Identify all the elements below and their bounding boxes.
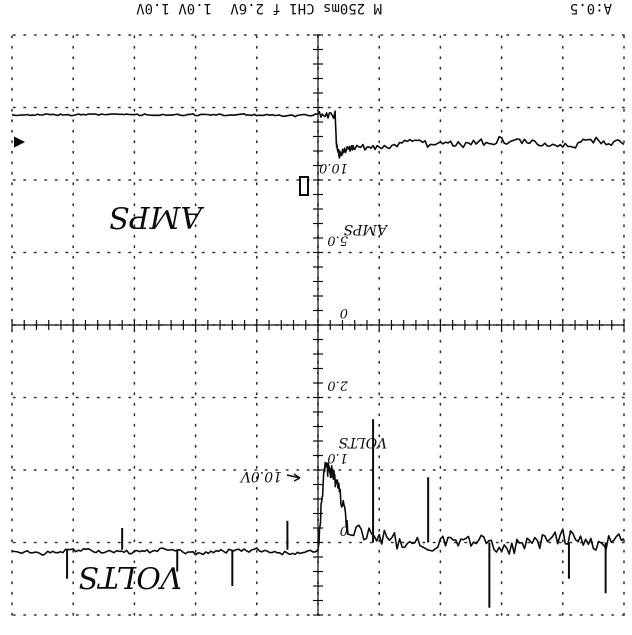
trigger-box: [299, 176, 309, 196]
scale-label: 0: [340, 305, 348, 320]
volts-trace: [11, 110, 625, 159]
volts-label: VOLTS: [78, 559, 182, 594]
trigger-marker: [13, 136, 309, 196]
channel-marker-arrow: [13, 136, 26, 148]
status-left: A:0.5: [570, 0, 612, 16]
amps-scale-label: AMPS: [344, 221, 389, 237]
arrow-head: [293, 473, 301, 482]
volts-scale-label: VOLTS: [339, 434, 387, 450]
scale-label: 2.0: [327, 378, 349, 393]
status-right: 1.0V 1.0V: [136, 0, 212, 16]
y-scale-labels: 0 1.0 2.0 0 5.0 10.0: [319, 160, 349, 538]
status-bar: A:0.5 M 250ms CH1 f 2.6V 1.0V 1.0V: [136, 0, 612, 16]
arrow-shaft: [286, 474, 301, 479]
scale-label: 10.0: [319, 160, 348, 175]
handwritten-annotations: AMPS AMPS VOLTS VOLTS 10.0V: [78, 199, 389, 594]
rotated-display: A:0.5 M 250ms CH1 f 2.6V 1.0V 1.0V 0 1.0 2…: [11, 0, 625, 616]
amps-label: AMPS: [109, 199, 205, 234]
arrow-label: 10.0V: [239, 468, 282, 484]
amps-trace: [11, 461, 625, 556]
scale-label: 0: [340, 523, 348, 538]
scale-label: 1.0: [327, 450, 348, 465]
center-axis-ticks: [11, 34, 625, 616]
scale-label: 5.0: [327, 233, 348, 248]
traces: [11, 110, 625, 608]
status-middle: M 250ms CH1 f 2.6V: [230, 0, 382, 16]
